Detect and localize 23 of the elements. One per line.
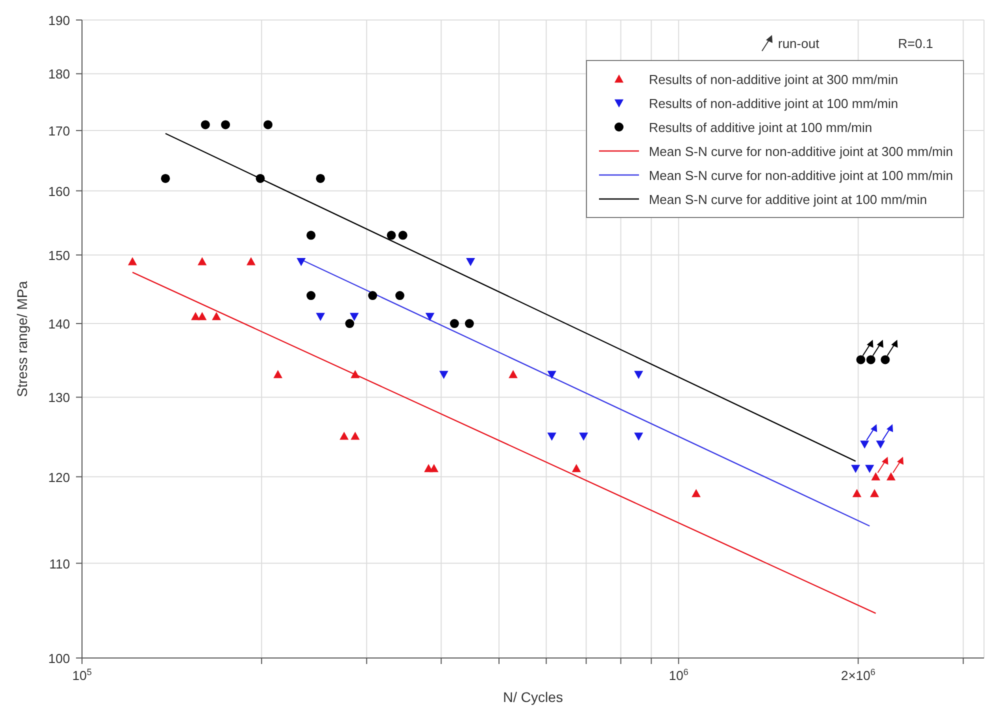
legend-label: Mean S-N curve for non-additive joint at 300 mm/min <box>648 144 953 158</box>
x-tick-label: 10$^{5}$ <box>72 667 92 683</box>
y-tick-label: 120 <box>48 470 70 485</box>
annotation: R=0.1 <box>898 36 934 51</box>
x-tick-label: 2×10$^{6}$ <box>841 667 876 683</box>
legend-label: Results of non-additive joint at 300 mm/min <box>648 72 898 86</box>
legend-label: Mean S-N curve for additive joint at 100 mm/min <box>648 192 927 206</box>
y-tick-label: 180 <box>48 66 70 82</box>
y-tick-label: 160 <box>48 184 70 199</box>
y-tick-label: 110 <box>49 556 70 572</box>
x-tick-label: 10$^{6}$ <box>668 667 688 683</box>
legend-label: Mean S-N curve for non-additive joint at 100 mm/min <box>648 168 953 182</box>
y-tick-label: 150 <box>48 248 70 263</box>
legend-label: Results of additive joint at 100 mm/min <box>648 120 872 134</box>
y-tick-label: 130 <box>48 390 70 406</box>
y-tick-label: 170 <box>48 124 70 139</box>
annotation: run-out <box>778 36 820 50</box>
y-axis-title: Stress range/ MPa <box>14 280 30 397</box>
y-tick-label: 190 <box>48 13 70 28</box>
y-tick-label: 140 <box>48 316 70 332</box>
x-axis-title: N/ Cycles <box>503 689 563 705</box>
legend-label: Results of non-additive joint at 100 mm/min <box>648 96 898 110</box>
y-tick-label: 100 <box>48 651 70 666</box>
